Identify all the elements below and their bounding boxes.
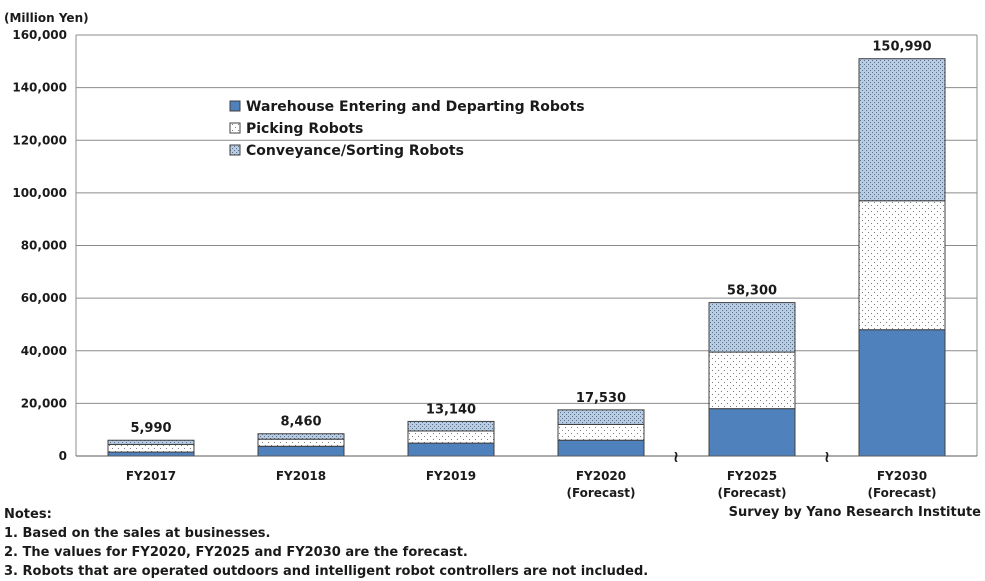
- note-item-3: 3. Robots that are operated outdoors and…: [4, 564, 649, 579]
- bar-segment: [858, 200, 946, 331]
- bars: 5,990 8,460 13,140 17,530 58,300 150,990: [107, 40, 946, 457]
- x-tick-label: FY2030: [877, 469, 927, 483]
- note-item-2: 2. The values for FY2020, FY2025 and FY2…: [4, 545, 468, 560]
- bar-segment: [708, 408, 796, 457]
- total-data-label: 150,990: [872, 40, 931, 55]
- y-tick-label: 160,000: [12, 28, 67, 42]
- x-tick-label: (Forecast): [566, 486, 635, 500]
- total-data-label: 13,140: [426, 402, 476, 417]
- y-tick-label: 40,000: [21, 344, 67, 358]
- total-data-label: 8,460: [280, 415, 321, 430]
- x-tick-label: FY2018: [276, 469, 326, 483]
- source-credit: Survey by Yano Research Institute: [728, 505, 981, 520]
- bar-segment: [557, 423, 645, 441]
- legend-label: Warehouse Entering and Departing Robots: [246, 99, 585, 115]
- bar-segment: [107, 451, 195, 457]
- bar-segment: [557, 409, 645, 425]
- legend: Warehouse Entering and Departing Robots P…: [229, 99, 585, 159]
- y-tick-label: 0: [59, 449, 67, 463]
- stacked-bar-chart: (Million Yen) 5,990 8,460 13,140 17,530 58,3…: [4, 11, 978, 500]
- notes: Notes: 1. Based on the sales at business…: [4, 505, 648, 581]
- legend-label: Conveyance/Sorting Robots: [246, 143, 464, 159]
- x-tick-label: FY2020: [576, 469, 626, 483]
- y-tick-label: 140,000: [12, 81, 67, 95]
- x-tick-label: (Forecast): [717, 486, 786, 500]
- bar-segment: [107, 443, 195, 453]
- y-tick-label: 60,000: [21, 291, 67, 305]
- bar-segment: [407, 442, 495, 457]
- notes-heading: Notes:: [4, 507, 52, 522]
- axes: 0 20,000 40,000 60,000 80,000 100,000 120,000 1…: [12, 28, 977, 500]
- legend-label: Picking Robots: [246, 121, 363, 137]
- legend-swatch: [229, 144, 241, 156]
- bar-segment: [858, 329, 946, 457]
- bar-segment: [257, 438, 345, 447]
- bar-segment: [107, 439, 195, 445]
- bar-segment: [858, 58, 946, 202]
- bar-segment: [708, 351, 796, 410]
- y-tick-label: 80,000: [21, 239, 67, 253]
- x-tick-label: FY2017: [126, 469, 176, 483]
- y-tick-label: 120,000: [12, 133, 67, 147]
- bar-segment: [708, 302, 796, 353]
- total-data-label: 17,530: [576, 391, 626, 406]
- x-tick-label: (Forecast): [867, 486, 936, 500]
- legend-swatch: [229, 100, 241, 112]
- legend-swatch: [229, 122, 241, 134]
- bar-segment: [407, 430, 495, 444]
- x-tick-label: FY2019: [426, 469, 476, 483]
- bar-segment: [257, 445, 345, 457]
- y-tick-label: 20,000: [21, 396, 67, 410]
- total-data-label: 58,300: [727, 284, 777, 299]
- y-tick-label: 100,000: [12, 186, 67, 200]
- y-axis-unit-label: (Million Yen): [4, 11, 89, 25]
- axis-break-marker: ≀: [824, 447, 830, 466]
- note-item-1: 1. Based on the sales at businesses.: [4, 526, 271, 541]
- total-data-label: 5,990: [130, 421, 171, 436]
- x-tick-label: FY2025: [727, 469, 777, 483]
- gridlines: [75, 34, 978, 456]
- bar-segment: [557, 439, 645, 457]
- axis-break-marker: ≀: [673, 447, 679, 466]
- bar-segment: [257, 433, 345, 440]
- bar-segment: [407, 420, 495, 432]
